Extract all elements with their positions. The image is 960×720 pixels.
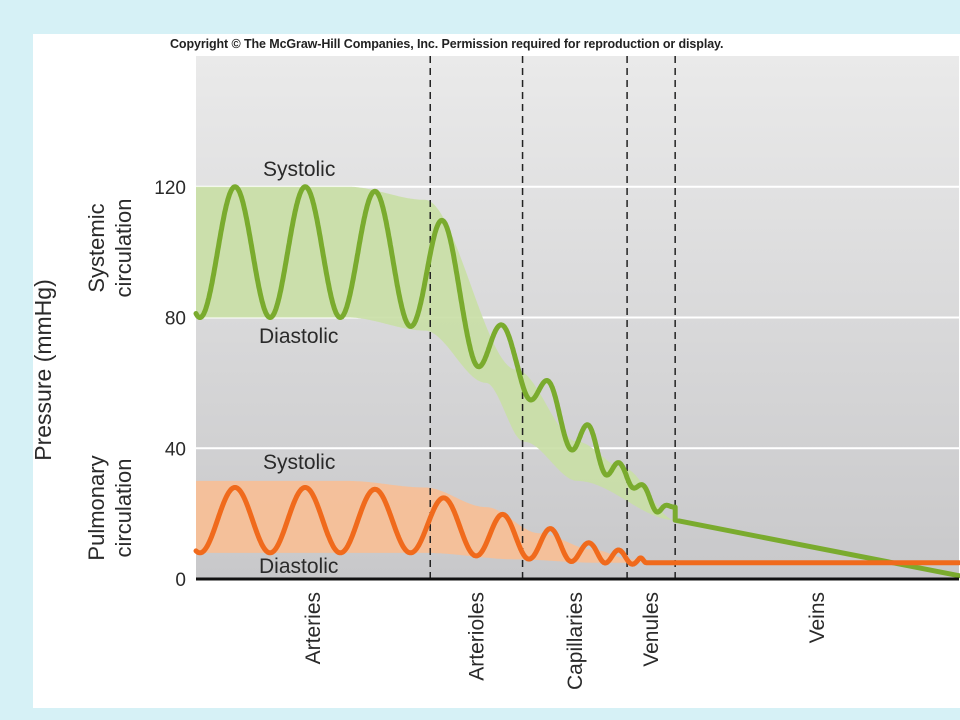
pulmonary-circulation-label-line1: Pulmonary <box>84 455 109 560</box>
region-label-veins: Veins <box>806 592 829 643</box>
y-axis-label: Pressure (mmHg) <box>30 279 56 460</box>
y-tick-label-40: 40 <box>165 439 186 460</box>
systemic-pressure-band <box>196 186 676 521</box>
systemic-diastolic-label: Diastolic <box>259 325 338 348</box>
systemic-circulation-label-line2: circulation <box>111 198 136 297</box>
region-label-venules: Venules <box>640 592 663 667</box>
pulmonary-diastolic-label: Diastolic <box>259 555 338 578</box>
pressure-curves <box>193 184 960 579</box>
y-tick-label-0: 0 <box>175 570 186 591</box>
pressure-bands <box>196 186 676 563</box>
region-label-capillaries: Capillaries <box>564 592 587 690</box>
pulmonary-pressure-band <box>196 480 647 563</box>
region-label-arteries: Arteries <box>302 592 325 664</box>
systemic-systolic-label: Systolic <box>263 158 335 181</box>
pulmonary-pressure-line <box>193 485 960 567</box>
region-label-arterioles: Arterioles <box>465 592 488 681</box>
region-labels: Arteries Arterioles Capillaries Venules Vein… <box>302 592 829 690</box>
pulmonary-systolic-label: Systolic <box>263 451 335 474</box>
y-tick-label-120: 120 <box>154 178 186 199</box>
copyright-notice: Copyright © The McGraw-Hill Companies, I… <box>170 37 724 51</box>
y-tick-label-80: 80 <box>165 309 186 330</box>
systemic-pressure-line <box>193 184 960 579</box>
region-dividers <box>429 56 676 579</box>
systemic-circulation-label-line1: Systemic <box>84 203 109 292</box>
pulmonary-circulation-label-line2: circulation <box>111 458 136 557</box>
y-tick-labels: 0 40 80 120 <box>154 178 186 591</box>
